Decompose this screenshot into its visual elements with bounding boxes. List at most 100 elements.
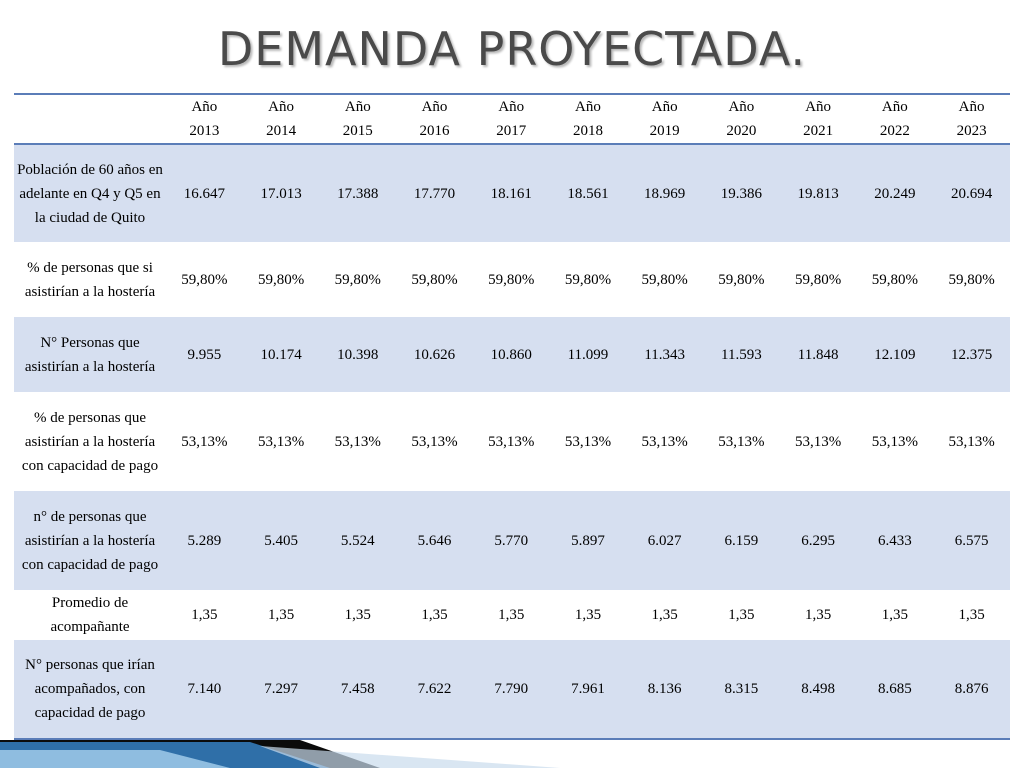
cell: 10.626 — [413, 346, 456, 363]
cell: 53,13% — [564, 433, 612, 450]
cell: 59,80% — [488, 271, 535, 288]
cell: 10.398 — [337, 346, 379, 363]
cell: 5.524 — [340, 532, 375, 549]
cell: 5.405 — [264, 532, 298, 549]
cell: 5.646 — [417, 532, 452, 549]
cell: 7.297 — [264, 681, 298, 697]
cell: 12.109 — [874, 346, 916, 363]
table-row: Promedio de acompañante 1,35 1,35 1,35 1… — [14, 590, 1010, 640]
header-year: Año 2022 — [856, 93, 934, 145]
cell: 59,80% — [257, 271, 305, 288]
cell: 18.161 — [490, 185, 532, 202]
cell: 1,35 — [804, 607, 832, 623]
cell: 1,35 — [728, 607, 755, 623]
cell: 7.790 — [494, 681, 529, 697]
cell: 6.159 — [724, 532, 759, 549]
header-year: Año 2021 — [779, 93, 857, 145]
cell: 17.013 — [260, 185, 302, 202]
header-year: Año 2018 — [549, 93, 627, 145]
cell: 53,13% — [181, 433, 228, 450]
cell: 1,35 — [881, 607, 908, 623]
cell: 6.027 — [647, 532, 682, 549]
cell: 19.386 — [720, 185, 763, 202]
row-label: N° Personas que asistirían a la hostería — [24, 334, 156, 375]
header-year: Año 2017 — [472, 93, 550, 145]
cell: 8.315 — [724, 681, 759, 697]
cell: 53,13% — [871, 433, 918, 450]
cell: 1,35 — [958, 607, 985, 623]
cell: 59,80% — [948, 271, 995, 288]
cell: 17.770 — [413, 185, 456, 202]
decor-light-band — [0, 750, 230, 768]
cell: 7.961 — [571, 681, 605, 697]
table-row: % de personas que si asistirían a la hos… — [14, 242, 1010, 317]
cell: 8.685 — [877, 681, 912, 697]
row-label: n° de personas que asistirían a la hoste… — [21, 508, 159, 573]
cell: 59,80% — [564, 271, 612, 288]
row-label: % de personas que asistirían a la hoster… — [21, 409, 159, 474]
cell: 59,80% — [718, 271, 765, 288]
decor-pale-streak — [260, 746, 560, 768]
cell: 53,13% — [948, 433, 995, 450]
header-year: Año 2015 — [319, 93, 397, 145]
cell: 1,35 — [267, 607, 295, 623]
header-corner — [14, 93, 166, 145]
header-year: Año 2013 — [166, 93, 243, 145]
cell: 5.770 — [494, 532, 529, 549]
row-label: Promedio de acompañante — [50, 595, 130, 635]
cell: 53,13% — [334, 433, 381, 450]
row-label: % de personas que si asistirían a la hos… — [24, 259, 156, 300]
table-row: N° personas que irían acompañados, con c… — [14, 640, 1010, 739]
slide-title: DEMANDA PROYECTADA. — [217, 22, 807, 76]
cell: 1,35 — [574, 607, 602, 623]
table-row: n° de personas que asistirían a la hoste… — [14, 491, 1010, 590]
cell: 7.622 — [417, 681, 452, 697]
cell: 53,13% — [488, 433, 535, 450]
cell: 7.140 — [187, 681, 222, 697]
cell: 1,35 — [498, 607, 525, 623]
cell: 18.969 — [644, 185, 686, 202]
header-row: Año 2013 Año 2014 Año 2015 Año 2016 Año 2017 … — [14, 93, 1010, 145]
header-year: Año 2023 — [933, 93, 1010, 145]
cell: 10.174 — [260, 346, 302, 363]
cell: 59,80% — [794, 271, 842, 288]
cell: 7.458 — [340, 681, 375, 697]
cell: 53,13% — [257, 433, 305, 450]
cell: 1,35 — [421, 607, 448, 623]
cell: 10.860 — [490, 346, 532, 363]
slide-decoration — [0, 740, 560, 768]
cell: 11.848 — [797, 346, 839, 363]
cell: 6.433 — [877, 532, 912, 549]
cell: 5.289 — [187, 532, 222, 549]
cell: 53,13% — [718, 433, 765, 450]
cell: 11.343 — [644, 346, 686, 363]
demand-table: Año 2013 Año 2014 Año 2015 Año 2016 Año 2017 … — [14, 93, 1010, 740]
cell: 20.694 — [950, 185, 993, 202]
header-year: Año 2020 — [703, 93, 780, 145]
cell: 59,80% — [334, 271, 381, 288]
cell: 53,13% — [641, 433, 688, 450]
header-year: Año 2014 — [242, 93, 320, 145]
header-year: Año 2016 — [396, 93, 473, 145]
cell: 18.561 — [567, 185, 609, 202]
table-row: Población de 60 años en adelante en Q4 y… — [14, 144, 1010, 242]
cell: 16.647 — [183, 185, 225, 202]
cell: 5.897 — [571, 532, 605, 549]
cell: 53,13% — [411, 433, 458, 450]
cell: 17.388 — [337, 185, 379, 202]
row-label: Población de 60 años en adelante en Q4 y… — [17, 161, 163, 226]
cell: 59,80% — [411, 271, 458, 288]
cell: 19.813 — [797, 185, 839, 202]
cell: 6.575 — [954, 532, 989, 549]
cell: 59,80% — [181, 271, 228, 288]
cell: 1,35 — [344, 607, 371, 623]
cell: 20.249 — [874, 185, 916, 202]
cell: 59,80% — [871, 271, 918, 288]
cell: 6.295 — [801, 532, 835, 549]
table-row: N° Personas que asistirían a la hostería… — [14, 317, 1010, 392]
cell: 12.375 — [950, 346, 993, 363]
table-row: % de personas que asistirían a la hoster… — [14, 392, 1010, 491]
cell: 8.498 — [801, 681, 835, 697]
row-label: N° personas que irían acompañados, con c… — [25, 657, 155, 721]
cell: 53,13% — [794, 433, 842, 450]
